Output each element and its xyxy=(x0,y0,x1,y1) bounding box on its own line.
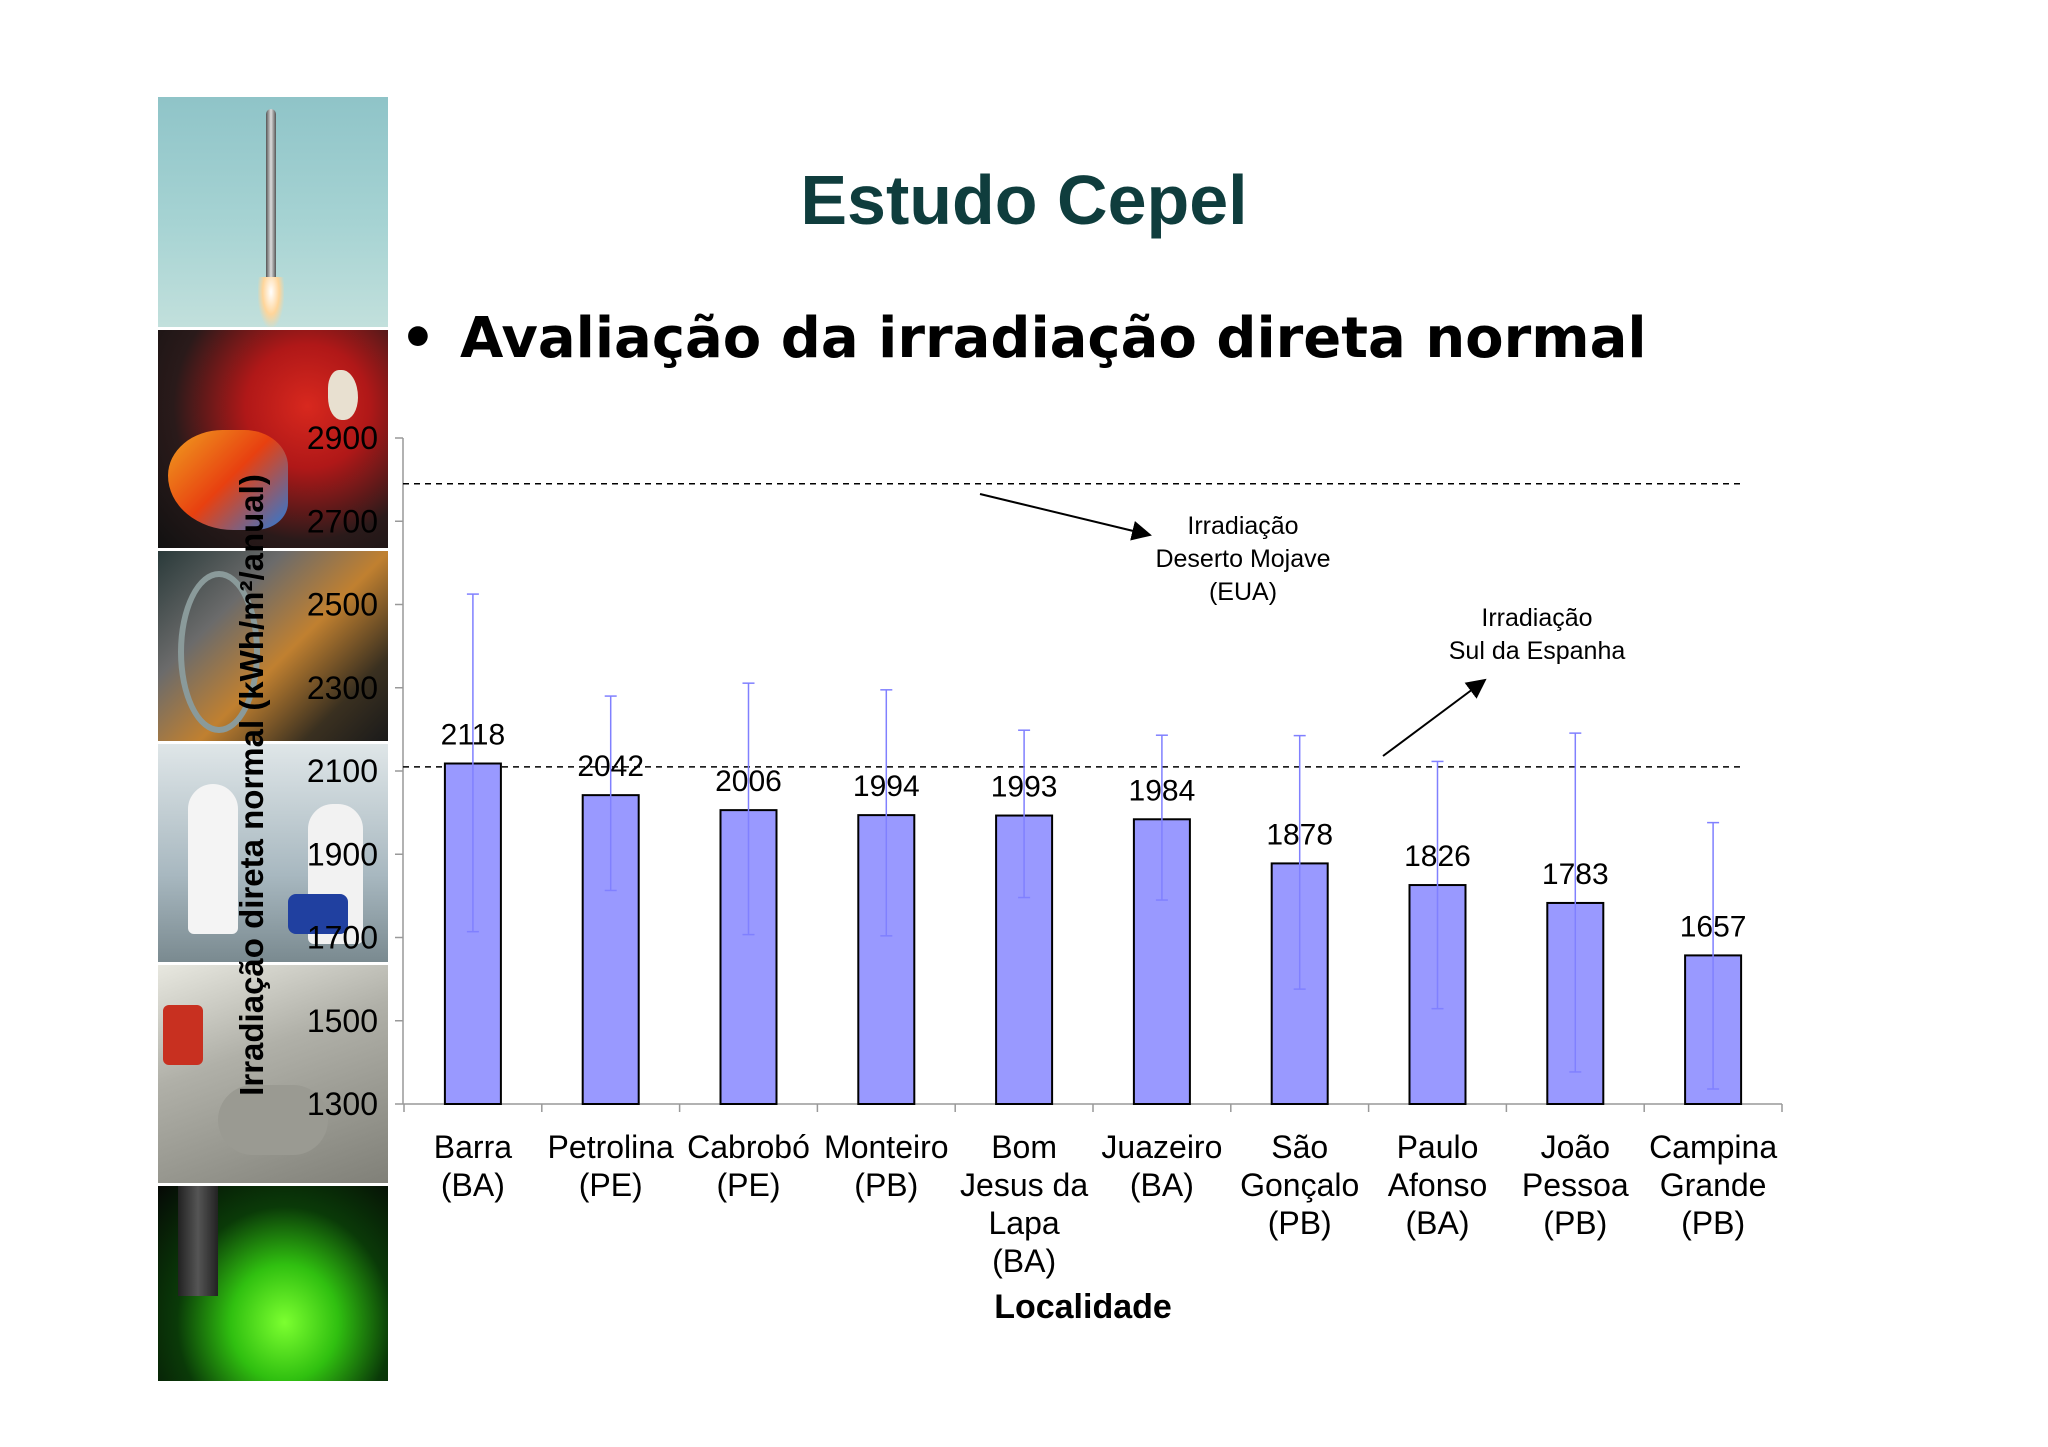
mojave-annotation-line: (EUA) xyxy=(1208,578,1278,606)
x-category-label: Grande xyxy=(1660,1167,1767,1203)
x-category-label: Gonçalo xyxy=(1240,1167,1359,1203)
x-category-label: Afonso xyxy=(1388,1167,1488,1203)
x-category-label: Cabrobó xyxy=(687,1129,810,1165)
microscope-green-photo xyxy=(158,1186,388,1381)
parrot-photo xyxy=(158,330,388,548)
bullet-item: • Avaliação da irradiação direta normal xyxy=(400,306,1647,371)
x-category-label: (BA) xyxy=(1406,1205,1470,1241)
x-category-label: Pessoa xyxy=(1522,1167,1629,1203)
x-category-label: Paulo xyxy=(1397,1129,1479,1165)
x-category-label: João xyxy=(1541,1129,1610,1165)
espanha-annotation-line: Sul da Espanha xyxy=(1448,637,1626,665)
x-category-label: Monteiro xyxy=(824,1129,949,1165)
x-category-label: (PB) xyxy=(1268,1205,1332,1241)
x-category-label: (PE) xyxy=(579,1167,643,1203)
x-category-label: (PB) xyxy=(1543,1205,1607,1241)
y-tick-label: 2100 xyxy=(307,753,378,789)
x-category-label: (PB) xyxy=(1681,1205,1745,1241)
bullet-text: Avaliação da irradiação direta normal xyxy=(460,306,1647,371)
slide-title: Estudo Cepel xyxy=(800,161,1248,239)
y-tick-label: 1500 xyxy=(307,1003,378,1039)
x-category-label: Barra xyxy=(434,1129,512,1165)
x-category-label: Lapa xyxy=(989,1205,1060,1241)
x-category-label: (PE) xyxy=(717,1167,781,1203)
x-category-label: Bom xyxy=(991,1129,1057,1165)
bar-value-label: 1994 xyxy=(853,770,920,803)
bar-value-label: 1826 xyxy=(1404,840,1471,873)
y-tick-label: 2700 xyxy=(307,503,378,539)
espanha-annotation: Irradiação Sul da Espanha xyxy=(1449,602,1626,668)
bar-value-label: 2042 xyxy=(577,750,644,783)
y-tick-label: 2500 xyxy=(307,587,378,623)
espanha-annotation-line: Irradiação xyxy=(1481,604,1593,632)
x-category-label: (BA) xyxy=(441,1167,505,1203)
bar-value-label: 1657 xyxy=(1680,910,1747,943)
lab-handling-photo xyxy=(158,965,388,1183)
bar-value-label: 1984 xyxy=(1129,774,1196,807)
bar-value-label: 1993 xyxy=(991,771,1058,804)
mojave-annotation-line: Irradiação xyxy=(1187,512,1299,540)
cleanroom-workers-photo xyxy=(158,744,388,962)
x-category-label: Juazeiro xyxy=(1101,1129,1222,1165)
x-category-label: (PB) xyxy=(854,1167,918,1203)
y-tick-label: 1300 xyxy=(307,1086,378,1122)
bar-value-label: 2006 xyxy=(715,765,782,798)
y-tick-label: 2900 xyxy=(307,420,378,456)
mojave-annotation-line: Deserto Mojave xyxy=(1155,545,1331,573)
mojave-annotation-arrow xyxy=(979,493,1152,541)
x-category-label: Jesus da xyxy=(960,1167,1088,1203)
bullet-marker: • xyxy=(400,306,436,371)
y-tick-label: 1900 xyxy=(307,836,378,872)
photo-strip xyxy=(158,97,388,1381)
x-category-label: (BA) xyxy=(1130,1167,1194,1203)
y-tick-label: 2300 xyxy=(307,670,378,706)
mojave-annotation: Irradiação Deserto Mojave (EUA) xyxy=(1155,510,1330,609)
rocket-launch-photo xyxy=(158,97,388,327)
x-category-label: São xyxy=(1271,1129,1328,1165)
laboratory-equipment-photo xyxy=(158,551,388,741)
x-axis-label: Localidade xyxy=(994,1288,1172,1326)
bar-value-label: 1878 xyxy=(1266,818,1333,851)
bar-value-label: 2118 xyxy=(441,719,506,752)
x-category-label: (BA) xyxy=(992,1243,1056,1279)
bar-value-label: 1783 xyxy=(1542,858,1609,891)
y-axis-label: Irradiação direta normal (kWh/m²/anual) xyxy=(233,474,270,1096)
x-category-label: Campina xyxy=(1649,1129,1777,1165)
y-tick-label: 1700 xyxy=(307,920,378,956)
x-category-label: Petrolina xyxy=(548,1129,675,1165)
espanha-annotation-arrow xyxy=(1382,678,1487,757)
